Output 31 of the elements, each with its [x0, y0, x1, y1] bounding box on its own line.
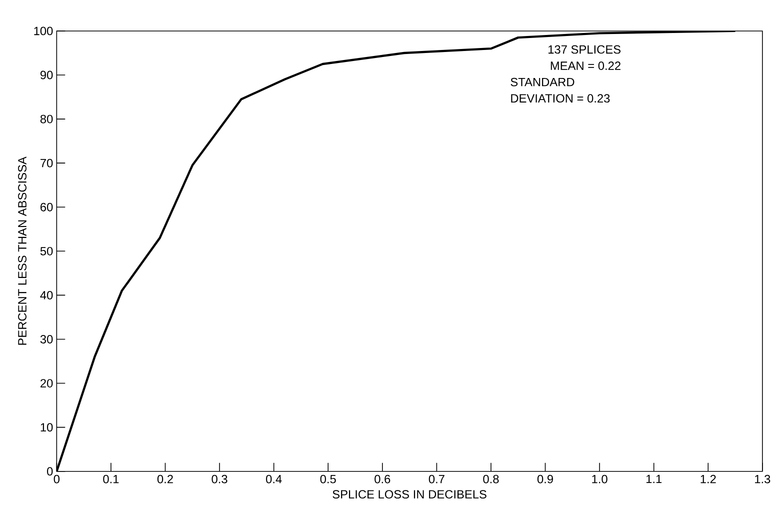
x-tick-label: 0.4: [266, 474, 282, 484]
x-tick-label: 1.3: [755, 474, 770, 484]
x-tick-label: 0.7: [428, 474, 444, 484]
y-tick-label: 100: [34, 26, 53, 36]
x-tick-label: 0.6: [374, 474, 390, 484]
x-tick-label: 0.2: [157, 474, 173, 484]
y-tick-label: 70: [40, 158, 53, 168]
annotation: STANDARD: [510, 78, 574, 86]
x-tick-label: 0.1: [103, 474, 119, 484]
x-tick-label: 1.0: [592, 474, 608, 484]
annotation: MEAN = 0.22: [550, 61, 620, 70]
x-axis-title: SPLICE LOSS IN DECIBELS: [332, 490, 486, 498]
y-tick-label: 40: [40, 290, 53, 300]
x-tick-label: 0: [54, 474, 60, 484]
y-tick-label: 0: [47, 467, 53, 476]
y-axis-title: PERCENT LESS THAN ABSCISSA: [18, 156, 26, 345]
y-tick-label: 90: [40, 70, 53, 80]
y-tick-label: 80: [40, 114, 53, 124]
x-tick-label: 1.1: [646, 474, 662, 483]
y-tick-label: 50: [40, 246, 53, 256]
annotation: DEVIATION = 0.23: [511, 94, 610, 102]
x-tick-label: 0.5: [320, 474, 336, 484]
y-tick-label: 30: [40, 334, 53, 344]
x-tick-label: 0.3: [212, 474, 228, 484]
x-tick-label: 0.9: [537, 474, 553, 484]
x-tick-label: 1.2: [700, 474, 716, 484]
y-tick-label: 20: [40, 378, 53, 388]
annotation: 137 SPLICES: [548, 45, 621, 54]
y-tick-label: 10: [40, 423, 53, 432]
y-tick-label: 60: [40, 202, 53, 212]
x-tick-label: 0.8: [483, 474, 499, 484]
